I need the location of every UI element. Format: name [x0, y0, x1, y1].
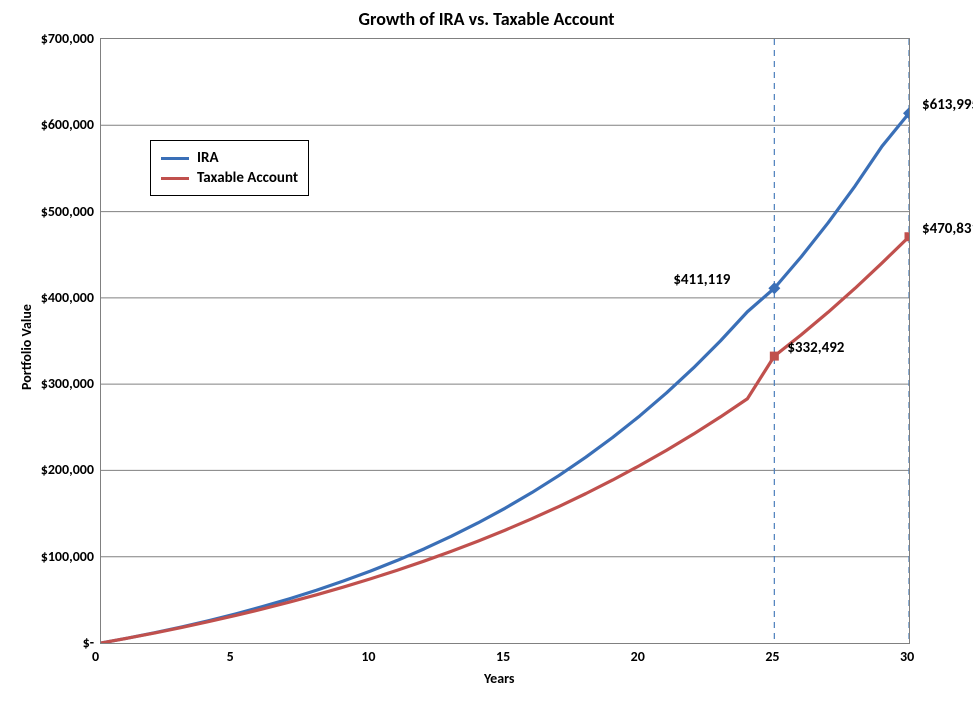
data-label: $613,995 — [922, 96, 973, 114]
data-label: $470,831 — [922, 220, 973, 238]
y-tick-label: $300,000 — [41, 375, 94, 392]
x-axis-title: Years — [484, 670, 515, 687]
x-tick-label: 10 — [361, 648, 375, 665]
data-label: $332,492 — [787, 339, 844, 357]
x-tick-label: 0 — [92, 648, 99, 665]
y-tick-label: $500,000 — [41, 203, 94, 220]
y-tick-label: $200,000 — [41, 461, 94, 478]
y-tick-label: $100,000 — [41, 548, 94, 565]
y-tick-label: $700,000 — [41, 30, 94, 47]
y-tick-label: $400,000 — [41, 289, 94, 306]
series-marker — [770, 352, 779, 361]
legend: IRA Taxable Account — [150, 140, 309, 196]
legend-swatch — [161, 177, 189, 180]
legend-label: Taxable Account — [197, 169, 298, 187]
chart-title: Growth of IRA vs. Taxable Account — [0, 8, 973, 30]
x-tick-label: 20 — [631, 648, 645, 665]
legend-swatch — [161, 157, 189, 160]
legend-item: Taxable Account — [161, 169, 298, 187]
x-tick-label: 30 — [900, 648, 914, 665]
x-tick-label: 5 — [227, 648, 234, 665]
legend-label: IRA — [197, 149, 219, 167]
series-marker — [905, 232, 910, 241]
x-tick-label: 25 — [765, 648, 779, 665]
legend-item: IRA — [161, 149, 298, 167]
data-label: $411,119 — [673, 271, 730, 289]
chart-container: Growth of IRA vs. Taxable Account Portfo… — [0, 0, 973, 707]
y-axis-title: Portfolio Value — [18, 304, 35, 390]
y-tick-label: $600,000 — [41, 116, 94, 133]
x-tick-label: 15 — [496, 648, 510, 665]
